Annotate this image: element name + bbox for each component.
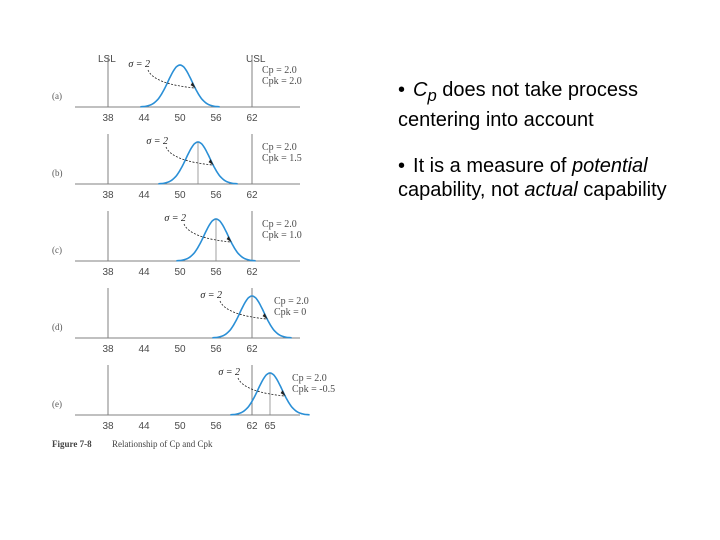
sigma-arrow bbox=[237, 377, 286, 397]
arrowhead bbox=[208, 159, 214, 166]
cp-label: Cp = 2.0 bbox=[262, 65, 297, 76]
tick-label: 50 bbox=[174, 344, 186, 355]
bullet-text: It is a measure of bbox=[413, 155, 572, 177]
tick-label: 50 bbox=[174, 267, 186, 278]
figure-number: Figure 7-8 bbox=[52, 439, 92, 449]
tick-label: 62 bbox=[246, 113, 258, 124]
panel-label: (d) bbox=[52, 322, 63, 332]
tick-label: 50 bbox=[174, 421, 186, 432]
panel-label: (a) bbox=[52, 91, 62, 101]
tick-label: 62 bbox=[246, 344, 258, 355]
sigma-label: σ = 2 bbox=[128, 59, 150, 70]
usl-label: USL bbox=[246, 54, 266, 65]
tick-label: 56 bbox=[210, 344, 222, 355]
tick-label: 65 bbox=[264, 421, 276, 432]
bullet-text: capability bbox=[577, 179, 667, 201]
bullet-item: • It is a measure of potential capability… bbox=[398, 154, 698, 202]
sigma-arrow bbox=[219, 300, 268, 320]
distribution-curve bbox=[140, 64, 220, 108]
arrowhead bbox=[226, 236, 232, 243]
panel-label: (b) bbox=[52, 168, 63, 178]
tick-label: 44 bbox=[138, 421, 150, 432]
bullet-dot: • bbox=[398, 79, 406, 101]
cpk-label: Cpk = 1.5 bbox=[262, 153, 302, 164]
tick-label: 62 bbox=[246, 267, 258, 278]
bullet-text: p bbox=[427, 86, 437, 105]
bullet-list: • Cp does not take process centering into… bbox=[398, 78, 698, 224]
bullet-text: capability, not bbox=[398, 179, 525, 201]
sigma-label: σ = 2 bbox=[218, 367, 240, 378]
cp-label: Cp = 2.0 bbox=[274, 296, 309, 307]
bullet-text: does not take process centering into acc… bbox=[398, 79, 638, 131]
tick-label: 44 bbox=[138, 113, 150, 124]
bullet-text: actual bbox=[524, 179, 578, 201]
tick-label: 44 bbox=[138, 190, 150, 201]
panel-label: (c) bbox=[52, 245, 62, 255]
bullet-dot: • bbox=[398, 155, 406, 177]
sigma-arrow bbox=[147, 69, 196, 89]
figure-caption: Relationship of Cp and Cpk bbox=[112, 439, 213, 449]
tick-label: 38 bbox=[102, 421, 114, 432]
lsl-label: LSL bbox=[98, 54, 116, 65]
cpk-label: Cpk = 0 bbox=[274, 307, 306, 318]
cpk-label: Cpk = 1.0 bbox=[262, 230, 302, 241]
tick-label: 56 bbox=[210, 113, 222, 124]
sigma-arrow bbox=[165, 146, 214, 166]
tick-label: 56 bbox=[210, 421, 222, 432]
cpk-label: Cpk = -0.5 bbox=[292, 384, 335, 395]
cpk-label: Cpk = 2.0 bbox=[262, 76, 302, 87]
tick-label: 38 bbox=[102, 113, 114, 124]
tick-label: 38 bbox=[102, 344, 114, 355]
tick-label: 50 bbox=[174, 113, 186, 124]
bullet-text: C bbox=[413, 79, 428, 101]
tick-label: 56 bbox=[210, 267, 222, 278]
sigma-label: σ = 2 bbox=[200, 290, 222, 301]
tick-label: 38 bbox=[102, 190, 114, 201]
bullet-item: • Cp does not take process centering into… bbox=[398, 78, 698, 132]
arrowhead bbox=[280, 390, 286, 397]
tick-label: 50 bbox=[174, 190, 186, 201]
sigma-arrow bbox=[183, 223, 232, 243]
bullet-text: potential bbox=[571, 155, 648, 177]
tick-label: 62 bbox=[246, 190, 258, 201]
tick-label: 44 bbox=[138, 267, 150, 278]
cp-label: Cp = 2.0 bbox=[262, 219, 297, 230]
cp-label: Cp = 2.0 bbox=[262, 142, 297, 153]
sigma-label: σ = 2 bbox=[164, 213, 186, 224]
tick-label: 38 bbox=[102, 267, 114, 278]
tick-label: 56 bbox=[210, 190, 222, 201]
panel-label: (e) bbox=[52, 399, 62, 409]
arrowhead bbox=[262, 313, 268, 320]
tick-label: 44 bbox=[138, 344, 150, 355]
arrowhead bbox=[190, 82, 196, 89]
cp-label: Cp = 2.0 bbox=[292, 373, 327, 384]
sigma-label: σ = 2 bbox=[146, 136, 168, 147]
tick-label: 62 bbox=[246, 421, 258, 432]
